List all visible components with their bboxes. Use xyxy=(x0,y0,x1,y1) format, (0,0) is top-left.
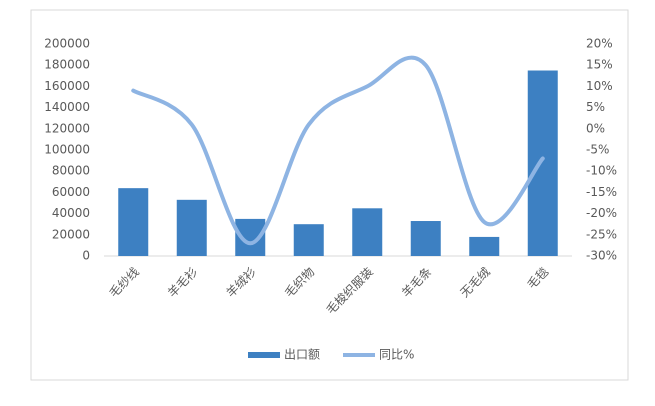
y2-tick-label: -15% xyxy=(586,185,617,199)
y2-tick-label: 0% xyxy=(586,121,605,135)
y2-tick-label: -20% xyxy=(586,206,617,220)
y-tick-label: 160000 xyxy=(44,79,90,93)
bar xyxy=(469,236,500,256)
legend-label: 同比% xyxy=(379,348,414,362)
y-tick-label: 120000 xyxy=(44,121,90,135)
y2-tick-label: -25% xyxy=(586,227,617,241)
y2-tick-label: 20% xyxy=(586,37,613,51)
legend-label: 出口额 xyxy=(284,348,320,362)
y2-tick-label: -10% xyxy=(586,164,617,178)
bar xyxy=(118,188,149,256)
bar xyxy=(176,199,207,256)
y-tick-label: 200000 xyxy=(44,37,90,51)
y-tick-label: 100000 xyxy=(44,143,90,157)
y2-tick-label: 10% xyxy=(586,79,613,93)
bar xyxy=(410,221,441,256)
y-tick-label: 60000 xyxy=(52,185,90,199)
y2-tick-label: 5% xyxy=(586,100,605,114)
legend-swatch xyxy=(248,352,280,358)
y-tick-label: 20000 xyxy=(52,227,90,241)
y2-tick-label: -5% xyxy=(586,143,609,157)
y-tick-label: 180000 xyxy=(44,58,90,72)
y2-tick-label: 15% xyxy=(586,58,613,72)
y2-tick-label: -30% xyxy=(586,249,617,263)
bar xyxy=(293,224,324,256)
y-tick-label: 140000 xyxy=(44,100,90,114)
line xyxy=(131,55,545,246)
y-tick-label: 0 xyxy=(82,249,90,263)
bar xyxy=(527,70,558,256)
y-tick-label: 40000 xyxy=(52,206,90,220)
bar xyxy=(352,208,383,256)
y-tick-label: 80000 xyxy=(52,164,90,178)
